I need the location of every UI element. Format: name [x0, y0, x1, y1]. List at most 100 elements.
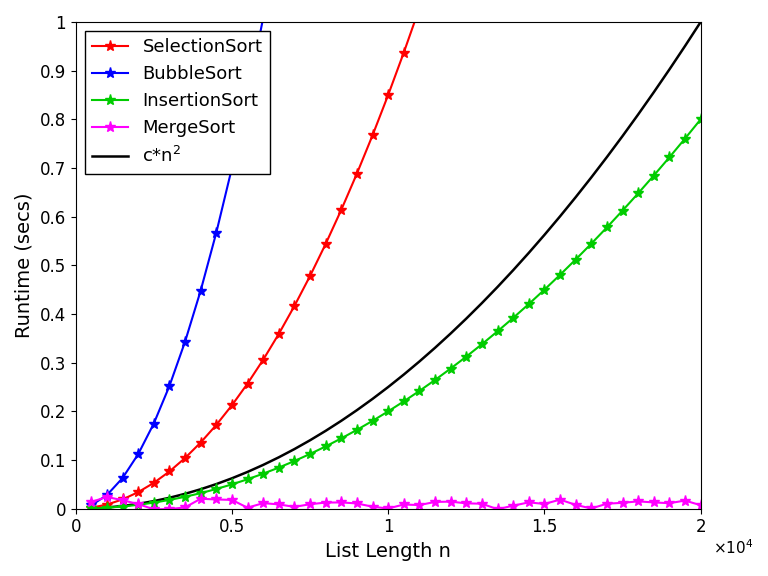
- InsertionSort: [149, 499, 158, 506]
- c*n$^2$: [540, 232, 549, 238]
- MergeSort: [290, 503, 299, 510]
- InsertionSort: [571, 256, 581, 263]
- Y-axis label: Runtime (secs): Runtime (secs): [15, 192, 34, 338]
- MergeSort: [102, 494, 111, 501]
- InsertionSort: [415, 388, 424, 395]
- MergeSort: [508, 502, 518, 509]
- c*n$^2$: [87, 505, 96, 512]
- InsertionSort: [680, 135, 690, 142]
- MergeSort: [274, 501, 283, 508]
- MergeSort: [353, 500, 362, 507]
- c*n$^2$: [602, 154, 611, 161]
- SelectionSort: [196, 439, 205, 446]
- Text: $\times 10^4$: $\times 10^4$: [713, 538, 753, 556]
- BubbleSort: [212, 229, 221, 236]
- SelectionSort: [321, 241, 330, 248]
- BubbleSort: [227, 165, 237, 172]
- InsertionSort: [336, 435, 346, 442]
- c*n$^2$: [227, 475, 237, 482]
- MergeSort: [493, 506, 502, 513]
- MergeSort: [540, 501, 549, 507]
- InsertionSort: [118, 503, 127, 510]
- MergeSort: [680, 497, 690, 504]
- c*n$^2$: [134, 501, 143, 507]
- c*n$^2$: [368, 396, 377, 403]
- MergeSort: [430, 498, 439, 505]
- SelectionSort: [134, 488, 143, 495]
- BubbleSort: [196, 287, 205, 294]
- SelectionSort: [180, 454, 190, 461]
- c*n$^2$: [118, 502, 127, 509]
- c*n$^2$: [399, 371, 409, 378]
- c*n$^2$: [618, 132, 627, 139]
- SelectionSort: [243, 380, 252, 387]
- InsertionSort: [696, 116, 705, 123]
- SelectionSort: [415, 5, 424, 12]
- Line: MergeSort: MergeSort: [86, 491, 707, 515]
- c*n$^2$: [587, 174, 596, 181]
- MergeSort: [134, 501, 143, 507]
- Line: InsertionSort: InsertionSort: [86, 114, 707, 514]
- BubbleSort: [102, 492, 111, 499]
- MergeSort: [118, 497, 127, 503]
- c*n$^2$: [165, 494, 174, 501]
- c*n$^2$: [336, 418, 346, 425]
- c*n$^2$: [493, 283, 502, 290]
- InsertionSort: [227, 481, 237, 488]
- MergeSort: [368, 503, 377, 510]
- InsertionSort: [306, 450, 315, 457]
- InsertionSort: [555, 271, 564, 278]
- InsertionSort: [477, 341, 486, 348]
- BubbleSort: [118, 475, 127, 482]
- InsertionSort: [321, 443, 330, 450]
- MergeSort: [634, 498, 643, 505]
- MergeSort: [525, 499, 534, 506]
- MergeSort: [477, 501, 486, 507]
- InsertionSort: [196, 490, 205, 497]
- c*n$^2$: [353, 407, 362, 414]
- InsertionSort: [368, 418, 377, 425]
- c*n$^2$: [306, 437, 315, 444]
- c*n$^2$: [462, 315, 471, 322]
- SelectionSort: [368, 132, 377, 139]
- InsertionSort: [587, 240, 596, 247]
- SelectionSort: [383, 92, 392, 98]
- BubbleSort: [243, 93, 252, 100]
- SelectionSort: [336, 206, 346, 213]
- BubbleSort: [259, 14, 268, 21]
- InsertionSort: [180, 493, 190, 500]
- Line: c*n$^2$: c*n$^2$: [91, 22, 700, 509]
- MergeSort: [87, 498, 96, 505]
- c*n$^2$: [649, 89, 658, 96]
- MergeSort: [212, 496, 221, 503]
- c*n$^2$: [321, 427, 330, 434]
- MergeSort: [383, 505, 392, 512]
- BubbleSort: [165, 382, 174, 389]
- BubbleSort: [149, 420, 158, 427]
- InsertionSort: [618, 207, 627, 214]
- MergeSort: [649, 499, 658, 506]
- c*n$^2$: [525, 249, 534, 256]
- MergeSort: [180, 504, 190, 511]
- InsertionSort: [212, 486, 221, 492]
- MergeSort: [415, 502, 424, 509]
- SelectionSort: [259, 357, 268, 363]
- InsertionSort: [274, 464, 283, 471]
- c*n$^2$: [180, 490, 190, 497]
- SelectionSort: [399, 49, 409, 56]
- MergeSort: [149, 506, 158, 513]
- InsertionSort: [383, 408, 392, 415]
- SelectionSort: [212, 422, 221, 429]
- c*n$^2$: [149, 498, 158, 505]
- InsertionSort: [353, 426, 362, 433]
- MergeSort: [696, 502, 705, 509]
- MergeSort: [321, 499, 330, 506]
- MergeSort: [618, 499, 627, 506]
- InsertionSort: [634, 190, 643, 197]
- InsertionSort: [508, 314, 518, 321]
- InsertionSort: [290, 457, 299, 464]
- SelectionSort: [227, 402, 237, 409]
- c*n$^2$: [102, 504, 111, 511]
- SelectionSort: [87, 504, 96, 511]
- InsertionSort: [134, 501, 143, 508]
